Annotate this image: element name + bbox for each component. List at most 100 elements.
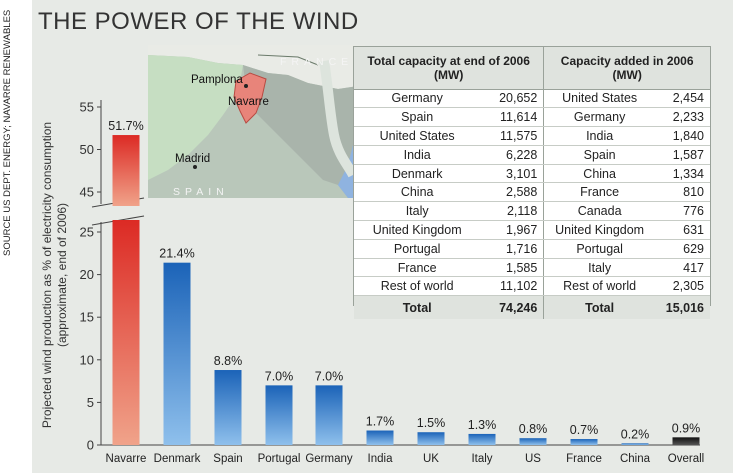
pamplona-dot-icon [244,84,248,88]
table-row: India 6,228 Spain 1,587 [354,145,710,165]
y-tick-label: 5 [87,395,94,410]
table-cell: Germany [354,89,481,109]
table-cell: 1,716 [480,239,545,259]
category-label: France [566,453,602,465]
table-cell: Denmark [354,164,481,184]
y-axis-label-line: Projected wind production as % of electr… [40,122,54,428]
table-cell: 2,118 [480,201,545,222]
map-label-pamplona: Pamplona [191,74,243,86]
y-tick-label: 55 [80,100,94,115]
table-cell: 1,587 [654,145,710,165]
bar [214,370,242,445]
table-header-added: Capacity added in 2006 (MW) [543,47,710,90]
bar [417,432,445,445]
table-cell: Canada [543,201,655,222]
table-cell: 810 [654,182,710,203]
data-label: 7.0% [315,369,344,383]
bar [366,430,394,445]
category-label: Spain [213,453,242,465]
data-label: 0.2% [621,427,650,441]
table-row: Spain 11,614 Germany 2,233 [354,107,710,128]
table-cell: India [543,126,655,146]
table-header-total: Total capacity at end of 2006 (MW) [354,47,545,90]
table-cell: 2,454 [654,89,710,109]
y-axis-label-line: (approximate, end of 2006) [55,203,69,347]
table-cell: 11,102 [480,276,545,297]
data-label: 0.8% [519,422,548,436]
y-tick-label: 45 [80,185,94,200]
table-row: China 2,588 France 810 [354,182,710,203]
capacity-table: Total capacity at end of 2006 (MW) Capac… [353,46,711,319]
category-label: Italy [471,453,492,465]
map-label-france: FRANCE [280,56,353,68]
table-row: Rest of world 11,102 Rest of world 2,305 [354,276,710,297]
table-row: Denmark 3,101 China 1,334 [354,164,710,184]
bar [570,439,598,445]
table-total-cell: 74,246 [480,295,545,319]
data-label: 1.7% [366,415,395,429]
table-cell: China [354,182,481,203]
category-label: Denmark [154,453,201,465]
table-cell: France [543,182,655,203]
table-cell: 2,588 [480,182,545,203]
category-label: Navarre [106,453,147,465]
data-label: 7.0% [265,369,294,383]
table-total-row: Total 74,246 Total 15,016 [354,295,710,319]
data-label: 1.3% [468,418,497,432]
table-cell: Rest of world [354,276,481,297]
table-cell: India [354,145,481,165]
bar [112,220,140,445]
map-label-navarre: Navarre [228,96,269,108]
category-label: UK [423,453,439,465]
table-cell: United States [543,89,655,109]
table-cell: 2,233 [654,107,710,128]
bar [672,437,700,445]
y-tick-label: 0 [87,438,94,453]
table-cell: 1,585 [480,258,545,278]
table-cell: Portugal [354,239,481,259]
table-cell: Italy [543,258,655,278]
table-cell: Germany [543,107,655,128]
table-cell: 1,334 [654,164,710,184]
category-labels: Navarre Denmark Spain Portugal Germany India U… [106,453,705,465]
y-tick-label: 25 [80,225,94,240]
bar [265,385,293,445]
table-cell: Portugal [543,239,655,259]
table-cell: 629 [654,239,710,259]
data-label: 21.4% [159,247,194,261]
table-cell: United Kingdom [543,220,655,240]
category-label: Portugal [258,453,301,465]
table-cell: Spain [354,107,481,128]
table-cell: 3,101 [480,164,545,184]
table-total-cell: Total [543,295,655,319]
map-label-madrid: Madrid [175,153,210,165]
map-inset: Pamplona Navarre Madrid FRANCE SPAIN [148,45,365,198]
table-cell: 11,575 [480,126,545,146]
table-cell: Italy [354,201,481,222]
table-row: Italy 2,118 Canada 776 [354,201,710,222]
table-row: United Kingdom 1,967 United Kingdom 631 [354,220,710,240]
table-cell: Rest of world [543,276,655,297]
table-cell: 417 [654,258,710,278]
table-cell: China [543,164,655,184]
y-tick-label: 15 [80,310,94,325]
data-label: 0.7% [570,423,599,437]
table-row: Portugal 1,716 Portugal 629 [354,239,710,259]
bar [163,262,191,445]
y-axis-label: Projected wind production as % of electr… [40,122,69,428]
data-label: 0.9% [672,421,701,435]
page-title: THE POWER OF THE WIND [38,8,359,35]
category-label: Germany [305,453,353,465]
table-cell: 2,305 [654,276,710,297]
table-cell: 631 [654,220,710,240]
data-labels: 51.7% 21.4% 8.8% 7.0% 7.0% 1.7% 1.5% 1.3% 0.8% 0.… [108,119,700,441]
table-cell: Spain [543,145,655,165]
y-tick-label: 50 [80,142,94,157]
table-cell: France [354,258,481,278]
bar [315,385,343,445]
bar [621,443,649,445]
table-cell: 11,614 [480,107,545,128]
data-label: 8.8% [214,354,243,368]
table-cell: United States [354,126,481,146]
table-total-cell: Total [354,295,481,319]
